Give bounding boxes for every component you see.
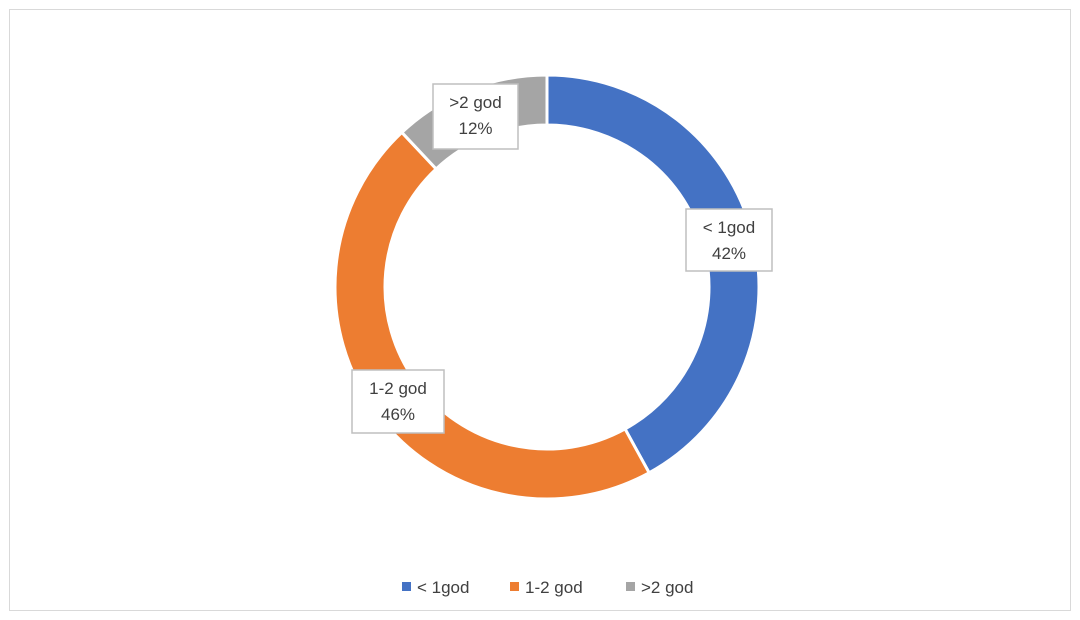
legend-item-1-2-god: 1-2 god: [510, 578, 583, 597]
legend-swatch: [626, 582, 635, 591]
legend-label: 1-2 god: [525, 578, 583, 597]
legend-swatch: [402, 582, 411, 591]
slice-1god: [545, 73, 761, 475]
legend-label: >2 god: [641, 578, 693, 597]
slice-1-2-god: [333, 130, 652, 501]
data-label-box: [432, 83, 519, 150]
data-label-category: < 1god: [703, 218, 755, 237]
slices-group: [333, 73, 761, 501]
data-label-category: 1-2 god: [369, 379, 427, 398]
data-label-value: 42%: [712, 244, 746, 263]
legend-swatch: [510, 582, 519, 591]
legend-item-1god: < 1god: [402, 578, 469, 597]
data-label-1-2-god: 1-2 god 46%: [351, 369, 445, 434]
legend-item-2-god: >2 god: [626, 578, 693, 597]
data-label-category: >2 god: [449, 93, 501, 112]
data-label-1god: < 1god 42%: [685, 208, 773, 272]
data-label-value: 12%: [458, 119, 492, 138]
data-label-box: [685, 208, 773, 272]
data-labels-group: < 1god 42% 1-2 god 46% >2 god 12%: [351, 83, 773, 434]
legend: < 1god 1-2 god >2 god: [402, 578, 693, 597]
legend-label: < 1god: [417, 578, 469, 597]
data-label-box: [351, 369, 445, 434]
data-label-2-god: >2 god 12%: [432, 83, 519, 150]
data-label-value: 46%: [381, 405, 415, 424]
